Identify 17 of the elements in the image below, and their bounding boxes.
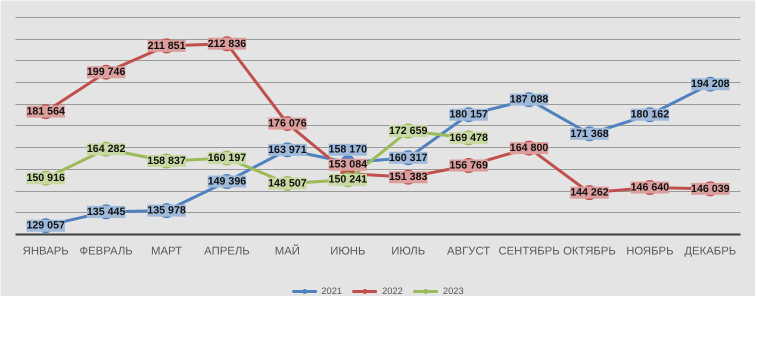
x-tick-label: ДЕКАБРЬ bbox=[684, 246, 736, 258]
x-tick-label: МАЙ bbox=[274, 244, 300, 258]
x-tick-label: ОКТЯБРЬ bbox=[563, 246, 616, 258]
x-tick-label: ЯНВАРЬ bbox=[22, 246, 69, 258]
data-label: 153 084 bbox=[328, 158, 368, 171]
legend-label: 2022 bbox=[382, 286, 403, 296]
legend-label: 2021 bbox=[321, 286, 342, 296]
x-tick-label: ФЕВРАЛЬ bbox=[80, 246, 133, 258]
data-label: 158 170 bbox=[328, 144, 368, 156]
x-tick-label: СЕНТЯБРЬ bbox=[498, 246, 560, 258]
x-tick-label: АВГУСТ bbox=[447, 246, 490, 258]
x-tick-label: АПРЕЛЬ bbox=[204, 246, 250, 258]
x-tick-label: НОЯБРЬ bbox=[626, 246, 674, 258]
x-tick-label: ИЮНЬ bbox=[330, 246, 366, 258]
x-tick-label: МАРТ bbox=[151, 246, 182, 258]
x-tick-label: ИЮЛЬ bbox=[391, 246, 426, 258]
legend-label: 2023 bbox=[442, 286, 464, 296]
